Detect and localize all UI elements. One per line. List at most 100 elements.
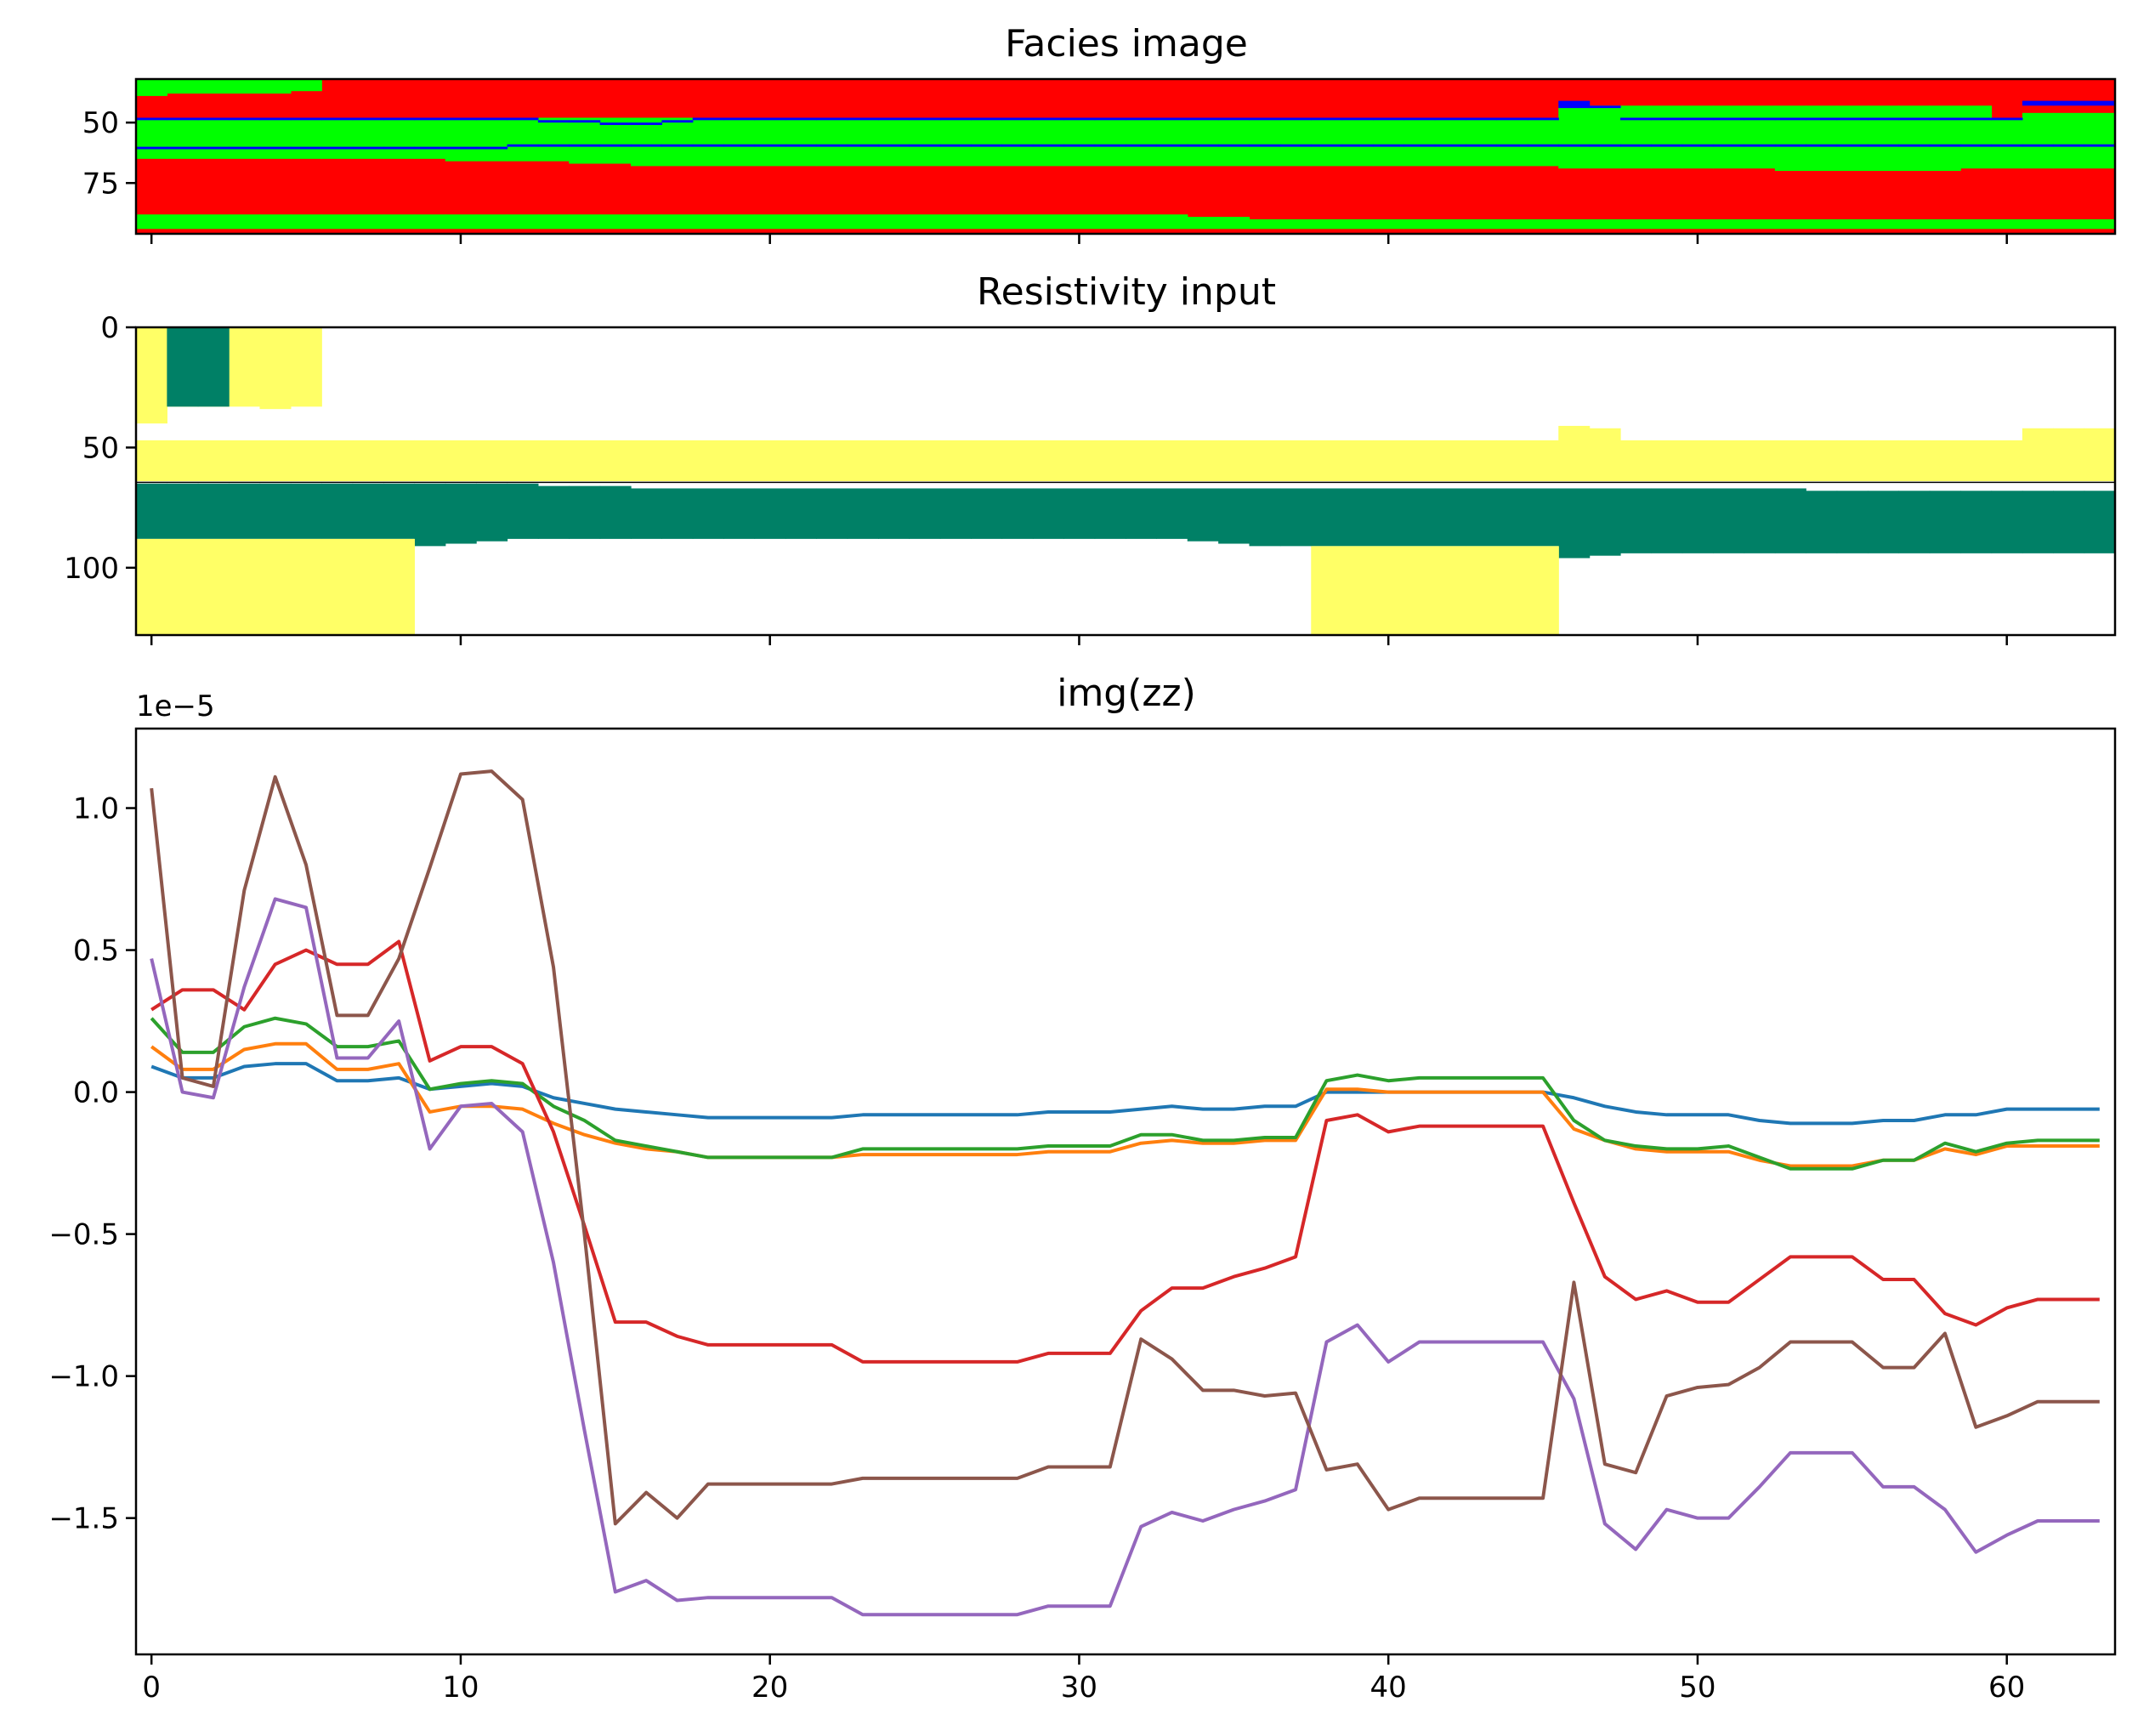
heatmap-cell-2-63 xyxy=(2084,112,2116,169)
heatmap-cell-3-60 xyxy=(1991,117,2023,121)
heatmap-cell-5-37 xyxy=(1279,144,1312,147)
imgzz-frame xyxy=(134,727,2117,1656)
heatmap-cell-5-43 xyxy=(1466,144,1498,147)
heatmap-cell-5-44 xyxy=(1496,144,1528,147)
series-line-0 xyxy=(150,1062,2100,1126)
heatmap-cell-6-14 xyxy=(569,214,601,230)
facies-frame xyxy=(134,77,2117,235)
heatmap-cell-3-1 xyxy=(167,483,199,539)
heatmap-cell-2-4 xyxy=(259,117,292,159)
heatmap-cell-3-42 xyxy=(1434,117,1466,121)
heatmap-cell-3-3 xyxy=(229,117,261,121)
heatmap-cell-3-39 xyxy=(1341,488,1374,547)
heatmap-cell-2-44 xyxy=(1496,117,1528,167)
heatmap-cell-4-40 xyxy=(1373,546,1404,635)
heatmap-cell-2-17 xyxy=(661,117,694,167)
heatmap-cell-2-6 xyxy=(321,117,354,159)
heatmap-cell-2-20 xyxy=(754,440,786,481)
heatmap-cell-2-48 xyxy=(1620,105,1652,169)
heatmap-cell-3-26 xyxy=(939,488,972,539)
heatmap-cell-4-41 xyxy=(1404,546,1436,635)
heatmap-cell-1-1 xyxy=(167,79,199,94)
heatmap-cell-3-10 xyxy=(445,117,477,121)
heatmap-cell-1-4 xyxy=(259,79,292,94)
heatmap-cell-5-60 xyxy=(1991,144,2023,147)
heatmap-cell-6-19 xyxy=(723,214,756,230)
heatmap-cell-5-30 xyxy=(1063,144,1096,147)
heatmap-cell-2-12 xyxy=(507,117,539,162)
heatmap-cell-5-39 xyxy=(1341,144,1374,147)
heatmap-cell-3-18 xyxy=(692,117,724,121)
heatmap-cell-3-36 xyxy=(1249,488,1281,547)
heatmap-cell-2-31 xyxy=(1094,117,1126,167)
heatmap-cell-3-13 xyxy=(537,485,570,539)
heatmap-cell-3-33 xyxy=(1156,117,1188,121)
heatmap-cell-3-55 xyxy=(1836,117,1869,121)
heatmap-cell-4-45 xyxy=(1527,546,1559,635)
series-line-4 xyxy=(150,897,2100,1617)
heatmap-cell-5-45 xyxy=(1527,144,1559,147)
heatmap-cell-5-53 xyxy=(1774,144,1806,147)
heatmap-cell-4-43 xyxy=(1466,546,1498,635)
heatmap-cell-2-3 xyxy=(229,117,261,159)
heatmap-cell-3-41 xyxy=(1404,117,1436,121)
imgzz-offset-label: 1e−5 xyxy=(136,689,215,723)
heatmap-cell-3-47 xyxy=(1589,105,1621,109)
heatmap-cell-3-59 xyxy=(1960,491,1993,553)
heatmap-cell-6-59 xyxy=(1960,218,1993,230)
heatmap-cell-6-32 xyxy=(1126,214,1157,230)
heatmap-cell-2-50 xyxy=(1681,440,1714,481)
heatmap-cell-6-57 xyxy=(1898,218,1931,230)
heatmap-cell-5-24 xyxy=(878,144,910,147)
heatmap-cell-5-51 xyxy=(1713,144,1745,147)
heatmap-cell-3-22 xyxy=(816,117,848,121)
heatmap-cell-6-20 xyxy=(754,214,786,230)
heatmap-cell-3-43 xyxy=(1466,488,1498,547)
heatmap-cell-2-36 xyxy=(1249,440,1281,481)
heatmap-cell-6-49 xyxy=(1651,218,1683,230)
facies-heatmap xyxy=(136,79,2116,234)
heatmap-cell-6-61 xyxy=(2022,218,2054,230)
heatmap-cell-2-54 xyxy=(1806,440,1838,481)
heatmap-cell-6-12 xyxy=(507,214,539,230)
heatmap-cell-3-40 xyxy=(1373,488,1404,547)
heatmap-cell-6-22 xyxy=(816,214,848,230)
heatmap-cell-3-22 xyxy=(816,488,848,539)
heatmap-cell-3-12 xyxy=(507,117,539,121)
heatmap-cell-2-49 xyxy=(1651,440,1683,481)
heatmap-cell-3-4 xyxy=(259,483,292,539)
heatmap-cell-6-60 xyxy=(1991,218,2023,230)
heatmap-cell-3-41 xyxy=(1404,488,1436,547)
heatmap-cell-1-2 xyxy=(197,79,230,94)
series-line-3 xyxy=(150,939,2100,1364)
heatmap-cell-3-23 xyxy=(847,117,879,121)
heatmap-cell-6-30 xyxy=(1063,214,1096,230)
heatmap-cell-2-33 xyxy=(1156,117,1188,167)
heatmap-cell-2-6 xyxy=(321,440,354,481)
heatmap-cell-6-53 xyxy=(1774,218,1806,230)
heatmap-cell-2-46 xyxy=(1558,425,1591,481)
heatmap-cell-3-21 xyxy=(785,117,817,121)
heatmap-cell-3-35 xyxy=(1218,117,1250,121)
series-line-1 xyxy=(150,1041,2100,1168)
heatmap-cell-6-42 xyxy=(1434,218,1466,230)
heatmap-cell-2-14 xyxy=(569,440,601,481)
heatmap-cell-2-3 xyxy=(229,440,261,481)
heatmap-cell-3-57 xyxy=(1898,117,1931,121)
heatmap-cell-4-44 xyxy=(1496,546,1528,635)
heatmap-cell-3-8 xyxy=(383,483,415,539)
heatmap-cell-6-4 xyxy=(259,214,292,230)
heatmap-cell-2-51 xyxy=(1713,440,1745,481)
heatmap-cell-0-5 xyxy=(290,327,322,407)
heatmap-cell-2-35 xyxy=(1218,117,1250,167)
heatmap-cell-2-38 xyxy=(1311,117,1343,167)
heatmap-cell-2-60 xyxy=(1991,440,2023,481)
heatmap-cell-2-9 xyxy=(414,440,446,481)
heatmap-cell-3-52 xyxy=(1744,488,1776,553)
resistivity-panel: Resistivity input 0 50 100 xyxy=(64,270,2117,645)
heatmap-cell-4-4 xyxy=(259,538,292,636)
heatmap-cell-5-18 xyxy=(692,144,724,147)
heatmap-cell-0-3 xyxy=(229,327,261,407)
heatmap-cell-6-11 xyxy=(476,214,508,230)
heatmap-cell-2-57 xyxy=(1898,105,1931,172)
